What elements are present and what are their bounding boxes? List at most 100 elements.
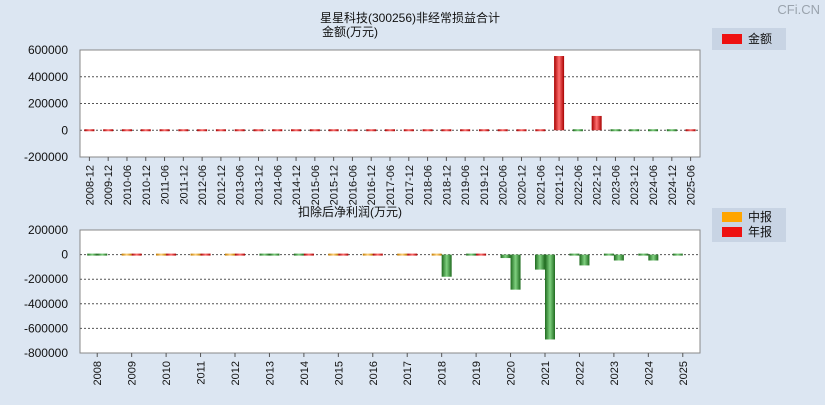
watermark: CFi.CN	[777, 2, 820, 17]
y-tick-label: 0	[61, 248, 68, 262]
x-tick-label: 2010-06	[122, 165, 134, 205]
chart-2-plot-area	[79, 229, 701, 354]
bar	[303, 253, 314, 256]
x-tick-label: 2014	[299, 361, 311, 385]
x-tick-label: 2016-12	[366, 165, 378, 205]
bar	[516, 129, 527, 132]
y-tick-label: 200000	[28, 97, 68, 111]
bar	[235, 253, 245, 256]
x-tick-label: 2018	[437, 361, 449, 385]
bar	[385, 129, 395, 132]
x-tick-label: 2020-12	[517, 165, 529, 205]
bar	[309, 129, 320, 132]
chart-1-title: 星星科技(300256)非经常损益合计	[320, 10, 500, 25]
x-tick-label: 2012-12	[216, 165, 228, 205]
x-tick-label: 2016	[368, 361, 380, 385]
x-tick-label: 2015	[333, 361, 345, 385]
bar	[140, 129, 151, 132]
bar	[572, 129, 583, 132]
x-tick-label: 2022-12	[592, 165, 604, 205]
bar	[407, 253, 418, 256]
x-tick-label: 2024-12	[667, 165, 679, 205]
chart-2-gridlines	[80, 254, 700, 329]
bar	[293, 253, 304, 256]
y-tick-label: -800000	[24, 346, 68, 360]
bar	[328, 129, 339, 132]
x-tick-label: 2015-12	[329, 165, 341, 205]
bar	[535, 129, 546, 132]
x-tick-label: 2013	[264, 361, 276, 385]
x-tick-label: 2019	[471, 361, 483, 385]
bar	[478, 129, 489, 132]
bar	[403, 129, 414, 132]
chart-2-legend: 中报 年报	[712, 208, 786, 242]
bar	[441, 254, 452, 277]
y-tick-label: -400000	[24, 297, 68, 311]
chart-1-bars	[84, 56, 696, 132]
x-tick-label: 2023	[609, 361, 621, 385]
x-tick-label: 2017	[402, 361, 414, 385]
y-tick-label: -600000	[24, 321, 68, 335]
chart-1-y-axis: 600000 400000 200000 0 -200000	[24, 43, 68, 164]
x-tick-label: 2019-06	[460, 165, 472, 205]
bar	[84, 129, 95, 132]
x-tick-label: 2010	[161, 361, 173, 385]
x-tick-label: 2022	[574, 361, 586, 385]
bar	[121, 129, 132, 132]
y-tick-label: 0	[61, 123, 68, 137]
bar	[554, 56, 565, 131]
bar	[362, 253, 373, 256]
y-tick-label: -200000	[24, 272, 68, 286]
chart-2-x-axis: 2008 2009 2010 2011 2012 2013 2014 2015 2016 2017…	[92, 353, 690, 385]
bar	[190, 253, 201, 256]
y-tick-label: 600000	[28, 43, 68, 57]
bar	[497, 129, 508, 132]
x-tick-label: 2015-06	[310, 165, 322, 205]
bar	[291, 129, 302, 132]
chart-1-legend-box	[712, 28, 786, 50]
y-tick-label: 200000	[28, 223, 68, 237]
chart-2-legend-swatch-annual	[722, 227, 742, 237]
x-tick-label: 2011-06	[160, 165, 172, 205]
x-tick-label: 2021	[540, 361, 552, 385]
bar	[422, 129, 433, 132]
bar	[259, 253, 270, 256]
bar	[338, 253, 349, 256]
x-tick-label: 2008	[92, 361, 104, 385]
bar	[591, 115, 602, 131]
bar	[610, 129, 621, 132]
bar	[545, 254, 555, 340]
x-tick-label: 2017-12	[404, 165, 416, 205]
x-tick-label: 2009-12	[103, 165, 115, 205]
chart-1-legend: 金额	[712, 28, 786, 50]
x-tick-label: 2010-12	[141, 165, 153, 205]
bar	[638, 253, 649, 256]
x-tick-label: 2014-06	[272, 165, 284, 205]
x-tick-label: 2018-06	[423, 165, 435, 205]
chart-1-ylabel: 金额(万元)	[322, 24, 378, 39]
bar	[272, 129, 283, 132]
chart-1-x-axis: 2008-12 2009-12 2010-06 2010-12 2011-06 2011-…	[84, 157, 698, 205]
x-tick-label: 2025	[678, 361, 690, 385]
bar	[685, 129, 696, 132]
chart-2-y-axis: 200000 0 -200000 -400000 -600000 -800000	[24, 223, 68, 360]
bar	[629, 129, 640, 132]
x-tick-label: 2014-12	[291, 165, 303, 205]
x-tick-label: 2021-12	[554, 165, 566, 205]
chart-2-bars	[87, 253, 683, 340]
bar	[178, 129, 189, 132]
chart-2-title: 扣除后净利润(万元)	[298, 204, 402, 219]
x-tick-label: 2019-12	[479, 165, 491, 205]
bar	[431, 253, 442, 256]
bar	[476, 253, 487, 256]
x-tick-label: 2024	[643, 361, 655, 385]
chart-2-legend-swatch-interim	[722, 212, 742, 222]
y-tick-label: -200000	[24, 150, 68, 164]
bar	[666, 129, 677, 132]
bar	[131, 253, 142, 256]
bar	[648, 254, 659, 261]
bar	[441, 129, 452, 132]
bar	[253, 129, 264, 132]
